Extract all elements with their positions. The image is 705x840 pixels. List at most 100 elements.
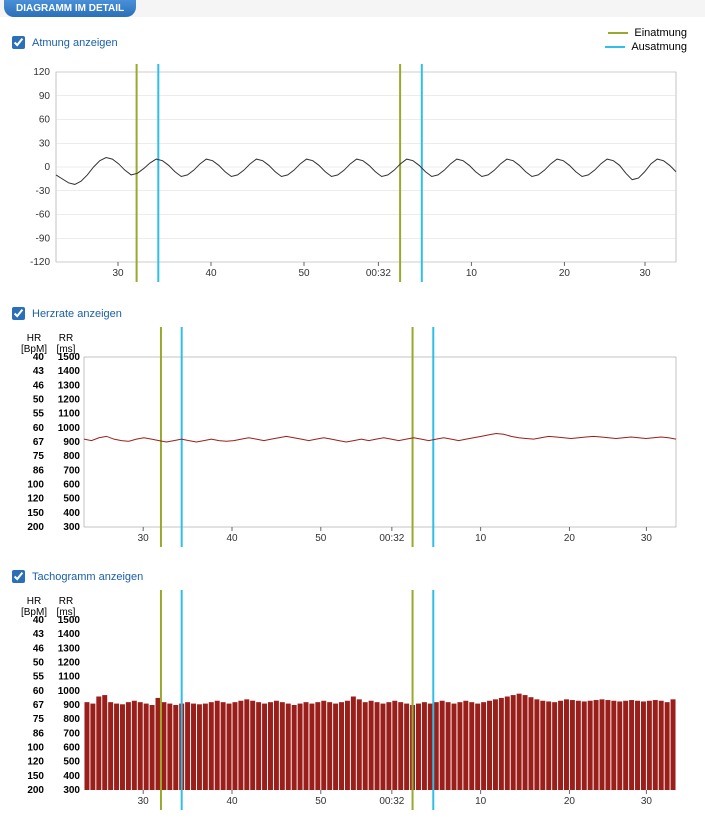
svg-text:60: 60 — [33, 686, 45, 697]
svg-text:150: 150 — [27, 771, 44, 782]
svg-text:1200: 1200 — [58, 658, 81, 669]
svg-text:43: 43 — [33, 366, 45, 377]
svg-text:500: 500 — [63, 494, 80, 505]
svg-text:800: 800 — [63, 451, 80, 462]
svg-text:900: 900 — [63, 700, 80, 711]
svg-text:120: 120 — [27, 757, 44, 768]
svg-text:-30: -30 — [36, 186, 51, 197]
herzrate-checkbox-row: Herzrate anzeigen — [8, 304, 697, 323]
svg-text:-60: -60 — [36, 210, 51, 221]
svg-text:800: 800 — [63, 714, 80, 725]
svg-text:400: 400 — [63, 771, 80, 782]
legend: Einatmung Ausatmung — [605, 27, 697, 55]
svg-text:75: 75 — [33, 451, 45, 462]
svg-text:1000: 1000 — [58, 686, 81, 697]
svg-text:30: 30 — [112, 268, 124, 279]
svg-text:60: 60 — [39, 115, 51, 126]
tachogramm-chart: HR[BpM]RR[ms]401500431400461300501200551… — [8, 590, 697, 820]
svg-text:HR: HR — [27, 333, 41, 344]
svg-text:200: 200 — [27, 522, 44, 533]
svg-text:75: 75 — [33, 714, 45, 725]
herzrate-checkbox[interactable] — [12, 307, 25, 320]
svg-text:10: 10 — [475, 796, 487, 807]
svg-text:1000: 1000 — [58, 423, 81, 434]
svg-text:30: 30 — [641, 533, 653, 544]
svg-text:1500: 1500 — [58, 352, 81, 363]
legend-ausatmung: Ausatmung — [605, 41, 687, 53]
svg-text:900: 900 — [63, 437, 80, 448]
ausatmung-line-icon — [605, 46, 625, 48]
tachogramm-checkbox-label[interactable]: Tachogramm anzeigen — [32, 571, 143, 583]
svg-text:50: 50 — [315, 533, 327, 544]
svg-text:100: 100 — [27, 743, 44, 754]
svg-text:86: 86 — [33, 465, 45, 476]
svg-text:67: 67 — [33, 437, 45, 448]
svg-text:700: 700 — [63, 465, 80, 476]
legend-einatmung: Einatmung — [605, 27, 687, 39]
svg-text:0: 0 — [44, 162, 50, 173]
herzrate-checkbox-label[interactable]: Herzrate anzeigen — [32, 308, 122, 320]
svg-text:1200: 1200 — [58, 395, 81, 406]
atmung-checkbox[interactable] — [12, 36, 25, 49]
svg-text:20: 20 — [564, 796, 576, 807]
legend-einatmung-label: Einatmung — [634, 27, 687, 39]
svg-text:10: 10 — [466, 268, 478, 279]
svg-text:1100: 1100 — [58, 672, 80, 683]
svg-text:1300: 1300 — [58, 643, 81, 654]
svg-text:1400: 1400 — [58, 366, 81, 377]
svg-text:46: 46 — [33, 380, 45, 391]
svg-text:600: 600 — [63, 743, 80, 754]
svg-text:46: 46 — [33, 643, 45, 654]
legend-ausatmung-label: Ausatmung — [631, 41, 687, 53]
svg-text:RR: RR — [59, 596, 73, 607]
svg-text:30: 30 — [138, 533, 150, 544]
svg-text:60: 60 — [33, 423, 45, 434]
svg-text:1100: 1100 — [58, 409, 80, 420]
svg-text:43: 43 — [33, 629, 45, 640]
svg-text:300: 300 — [63, 785, 80, 796]
atmung-chart: 1209060300-30-60-90-12030405000:32102030 — [8, 64, 697, 294]
svg-text:500: 500 — [63, 757, 80, 768]
svg-text:600: 600 — [63, 480, 80, 491]
atmung-checkbox-label[interactable]: Atmung anzeigen — [32, 37, 118, 49]
svg-text:86: 86 — [33, 728, 45, 739]
svg-text:700: 700 — [63, 728, 80, 739]
atmung-checkbox-row: Atmung anzeigen — [8, 33, 118, 52]
content-area: Atmung anzeigen Einatmung Ausatmung 120 9… — [0, 17, 705, 840]
svg-text:50: 50 — [33, 395, 45, 406]
svg-text:1400: 1400 — [58, 629, 81, 640]
svg-text:30: 30 — [39, 138, 51, 149]
svg-text:55: 55 — [33, 409, 45, 420]
svg-text:50: 50 — [298, 268, 310, 279]
svg-text:400: 400 — [63, 508, 80, 519]
svg-text:1300: 1300 — [58, 380, 81, 391]
svg-text:300: 300 — [63, 522, 80, 533]
svg-text:55: 55 — [33, 672, 45, 683]
svg-text:90: 90 — [39, 91, 51, 102]
einatmung-line-icon — [608, 32, 628, 34]
svg-text:HR: HR — [27, 596, 41, 607]
svg-text:10: 10 — [475, 533, 487, 544]
svg-text:200: 200 — [27, 785, 44, 796]
tachogramm-checkbox[interactable] — [12, 570, 25, 583]
svg-text:67: 67 — [33, 700, 45, 711]
svg-text:20: 20 — [559, 268, 571, 279]
svg-text:30: 30 — [138, 796, 150, 807]
section-header: DIAGRAMM IM DETAIL — [4, 0, 136, 17]
svg-text:120: 120 — [33, 67, 50, 78]
svg-text:20: 20 — [564, 533, 576, 544]
svg-text:00:32: 00:32 — [366, 268, 391, 279]
svg-text:1500: 1500 — [58, 615, 81, 626]
svg-text:40: 40 — [205, 268, 217, 279]
svg-text:50: 50 — [315, 796, 327, 807]
svg-text:150: 150 — [27, 508, 44, 519]
svg-text:RR: RR — [59, 333, 73, 344]
svg-text:40: 40 — [226, 796, 238, 807]
tachogramm-checkbox-row: Tachogramm anzeigen — [8, 567, 697, 586]
svg-text:00:32: 00:32 — [379, 533, 404, 544]
svg-text:40: 40 — [33, 352, 45, 363]
svg-text:40: 40 — [226, 533, 238, 544]
herzrate-chart: HR[BpM]RR[ms]401500431400461300501200551… — [8, 327, 697, 557]
svg-text:-90: -90 — [36, 233, 51, 244]
svg-text:-120: -120 — [30, 257, 50, 268]
